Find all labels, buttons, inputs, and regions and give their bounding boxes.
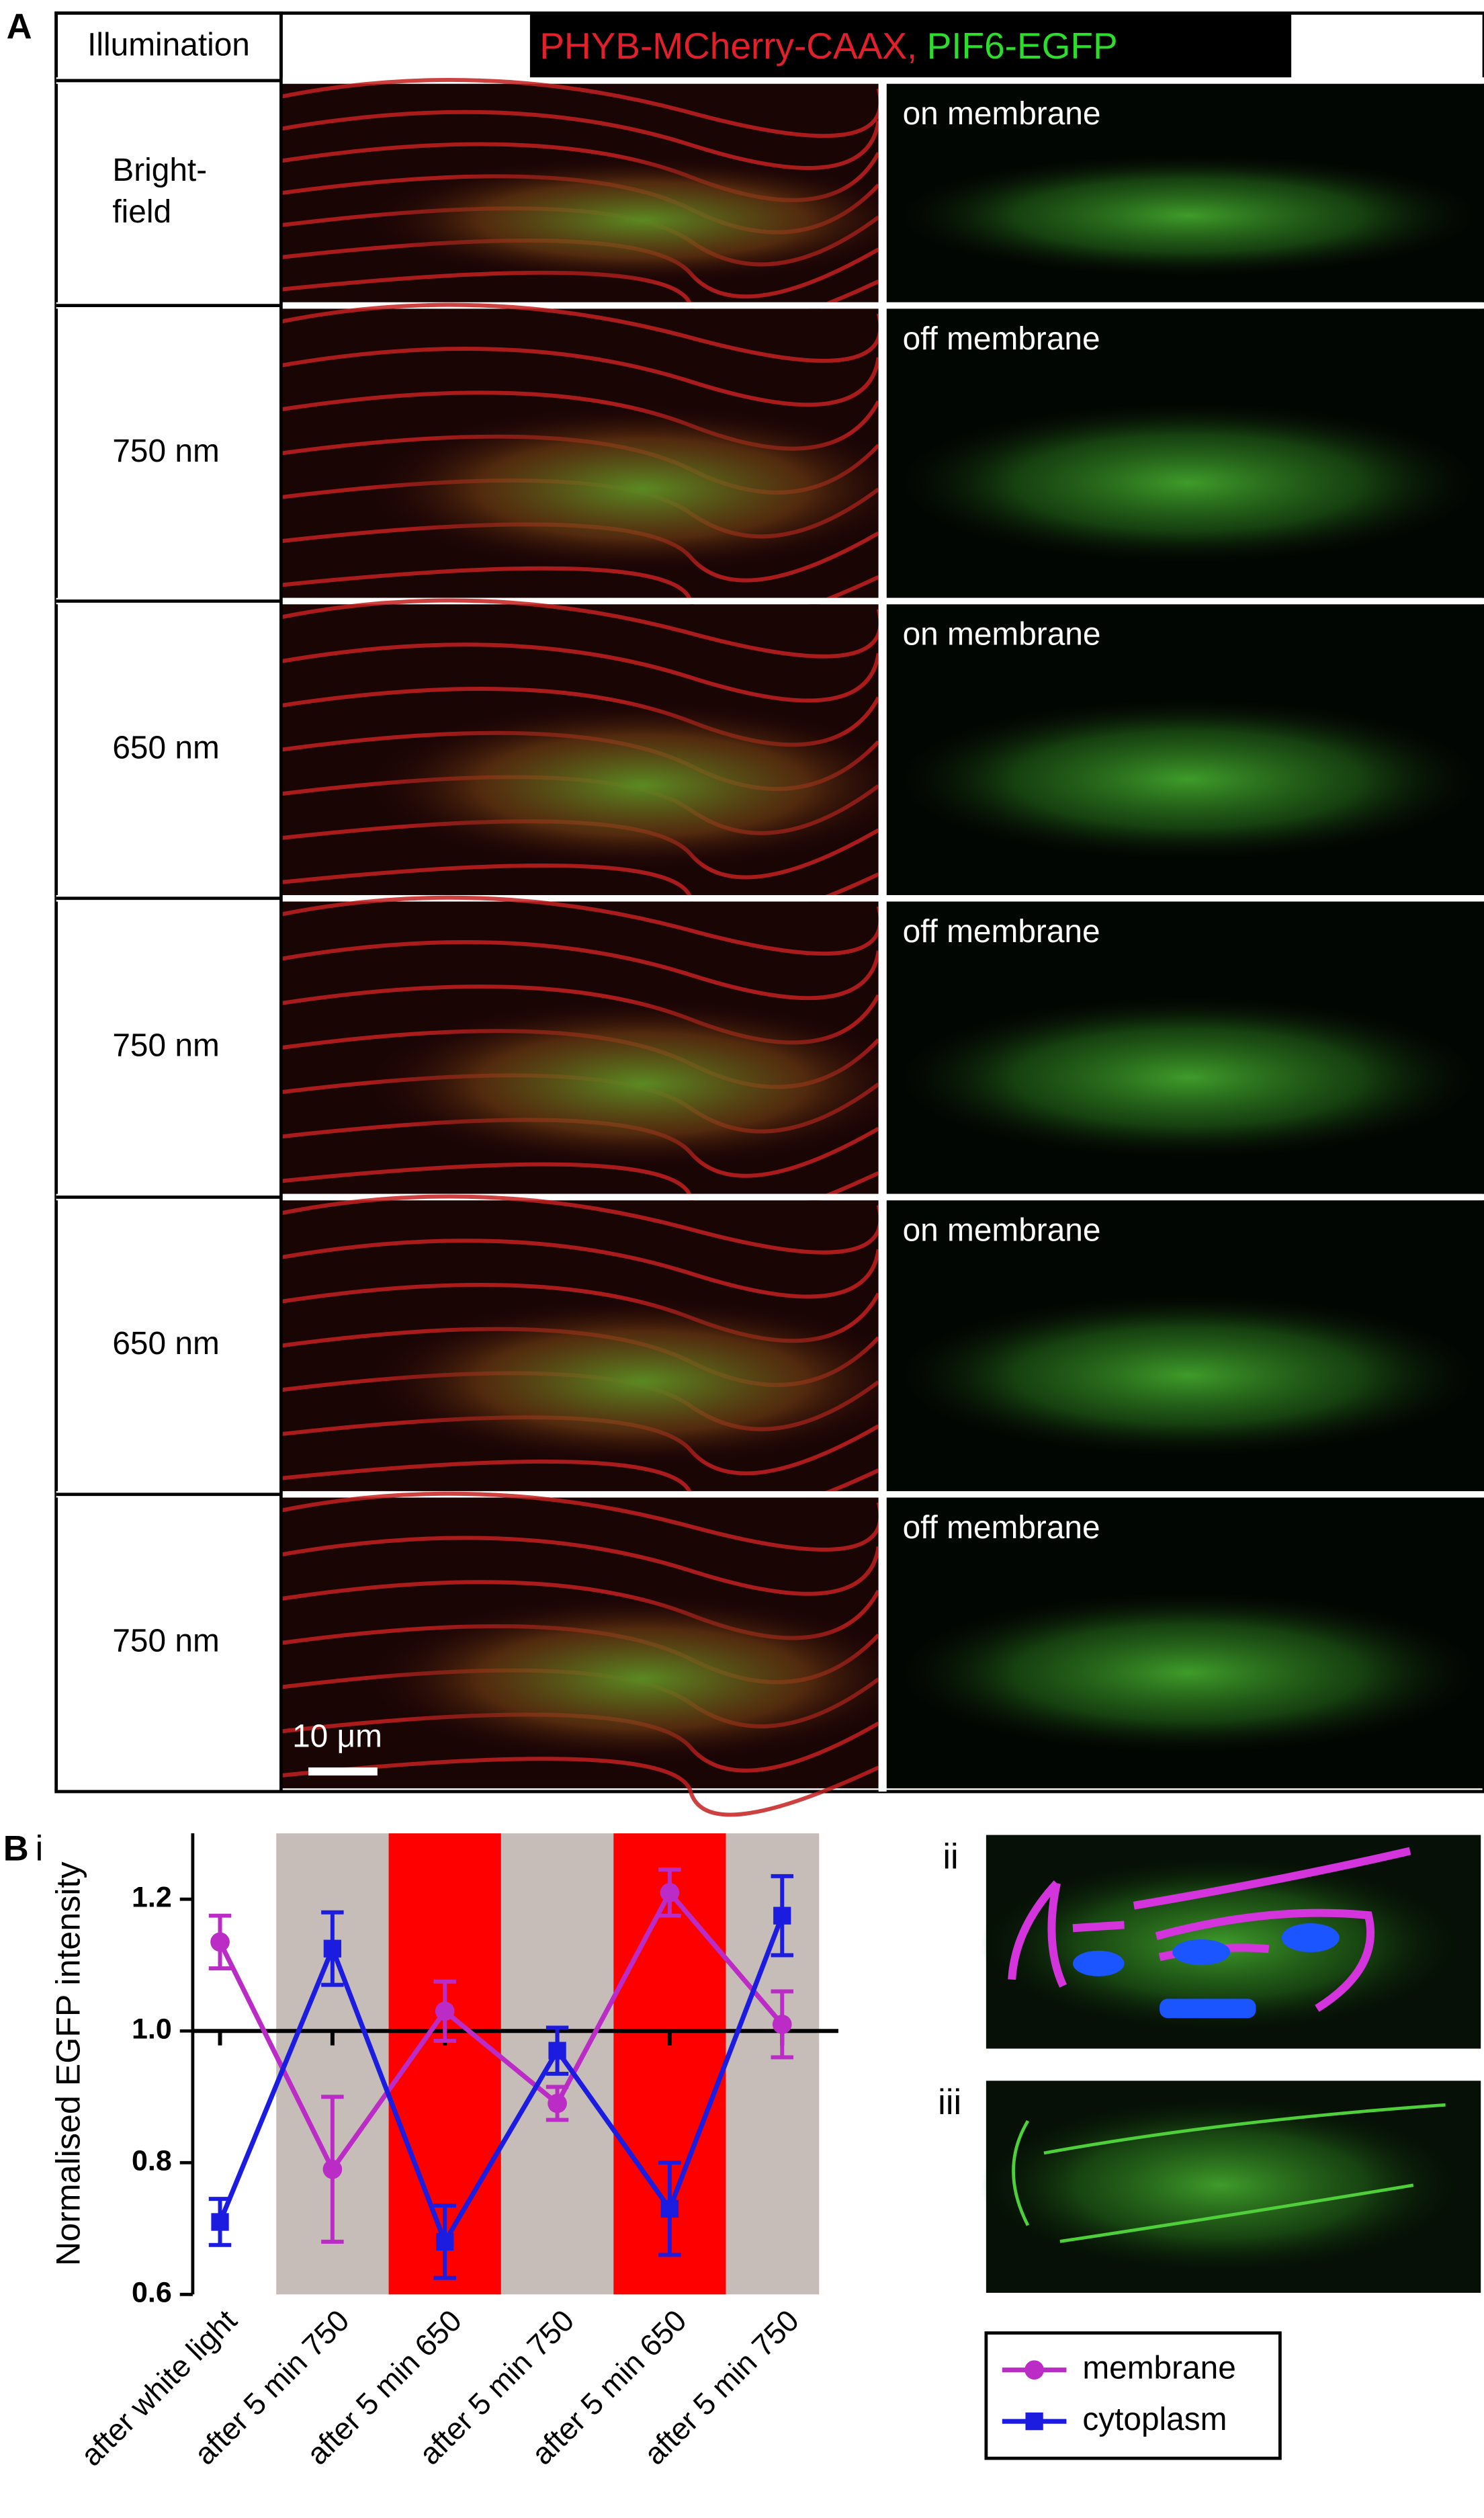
membrane-signal	[281, 1757, 879, 1817]
membrane-signal	[280, 77, 883, 138]
state-label: off membrane	[903, 321, 1100, 357]
membrane-signal	[280, 302, 883, 363]
legend-label: cytoplasm	[1082, 2402, 1227, 2437]
membrane-signal	[280, 939, 881, 1001]
cytoplasm-signal	[369, 406, 916, 572]
scale-bar-label: 10 μm	[292, 1719, 382, 1755]
legend-marker	[1024, 2360, 1044, 2380]
title-part: PIF6-EGFP	[927, 25, 1118, 67]
illumination-label: 750 nm	[112, 1028, 219, 1064]
cytoplasm-roi	[1281, 1923, 1340, 1953]
egfp-signal	[899, 1592, 1478, 1753]
legend-label: membrane	[1082, 2350, 1235, 2386]
series-line	[218, 1915, 785, 2248]
header-cell	[54, 11, 283, 83]
series-line	[218, 1888, 784, 2175]
title-part: PHYB-MCherry-CAAX,	[539, 25, 917, 67]
illumination-label: 750 nm	[112, 1624, 219, 1659]
condition-band	[726, 1833, 820, 2295]
membrane-signal	[280, 110, 881, 170]
membrane-signal	[280, 1536, 881, 1596]
state-label: on membrane	[903, 96, 1101, 132]
sub-label: ii	[943, 1837, 958, 1876]
y-axis-label: Normalised EGFP intensity	[49, 1861, 87, 2266]
membrane-signal	[280, 895, 883, 956]
membrane-signal	[280, 642, 881, 703]
data-point	[660, 1883, 680, 1902]
data-point	[773, 1906, 791, 1925]
data-point	[435, 2001, 455, 2021]
legend-marker	[1025, 2412, 1043, 2431]
cytoplasm-signal	[369, 1298, 916, 1465]
data-point	[322, 2159, 343, 2179]
cytoplasm-roi	[1172, 1939, 1231, 1966]
state-label: on membrane	[903, 1213, 1101, 1249]
egfp-signal	[899, 403, 1478, 563]
membrane-signal	[280, 598, 883, 659]
illumination-label: 650 nm	[112, 730, 219, 765]
egfp-signal	[899, 155, 1478, 277]
data-point	[436, 2232, 454, 2251]
y-tick-label: 0.8	[132, 2145, 172, 2177]
title: PHYB-MCherry-CAAX, PIF6-EGFP	[539, 25, 1117, 67]
egfp-signal	[899, 1295, 1478, 1456]
state-label: off membrane	[903, 1510, 1100, 1546]
state-label: on membrane	[903, 617, 1101, 653]
illumination-label: 650 nm	[112, 1326, 219, 1361]
legend	[984, 2331, 1282, 2460]
cytoplasm-roi	[1072, 1950, 1125, 1976]
sub-label: i	[36, 1829, 44, 1868]
egfp-signal	[899, 997, 1478, 1159]
cytoplasm-signal	[369, 1595, 916, 1762]
title-background	[529, 13, 1292, 81]
cytoplasm-signal	[369, 157, 916, 284]
y-tick-label: 1.2	[132, 1882, 172, 1914]
membrane-signal	[280, 347, 881, 407]
cytoplasm-signal	[369, 702, 916, 869]
membrane-signal	[280, 1239, 881, 1299]
sub-label: iii	[938, 2083, 961, 2122]
data-point	[548, 2042, 566, 2060]
y-tick-label: 1.0	[132, 2013, 172, 2046]
data-point	[548, 2093, 567, 2113]
condition-band	[192, 1833, 277, 2295]
cell-edge	[1012, 2103, 1446, 2243]
panel-label: A	[7, 7, 32, 46]
state-label: off membrane	[903, 914, 1100, 950]
cytoplasm-roi	[1160, 1999, 1256, 2019]
cytoplasm-signal	[369, 999, 916, 1167]
data-point	[211, 2213, 229, 2231]
illumination-label: field	[112, 194, 171, 230]
y-tick-label: 0.6	[132, 2277, 172, 2309]
data-point	[323, 1939, 342, 1958]
membrane-roi	[1008, 1847, 1411, 2012]
data-point	[210, 1932, 230, 1952]
column-header: Illumination	[87, 27, 250, 62]
illumination-label: Bright-	[112, 153, 207, 188]
scale-bar	[308, 1767, 378, 1776]
membrane-signal	[280, 1491, 883, 1552]
data-point	[772, 2015, 792, 2034]
cell-signal	[979, 2097, 1462, 2274]
data-point	[660, 2199, 679, 2218]
panel-a: A Illumination PHYB-MCherry-CAAX, PIF6-EG…	[7, 7, 1484, 1817]
egfp-signal	[899, 699, 1478, 860]
membrane-signal	[280, 1194, 883, 1255]
panel-label: B	[3, 1829, 29, 1868]
illumination-label: 750 nm	[112, 433, 219, 469]
